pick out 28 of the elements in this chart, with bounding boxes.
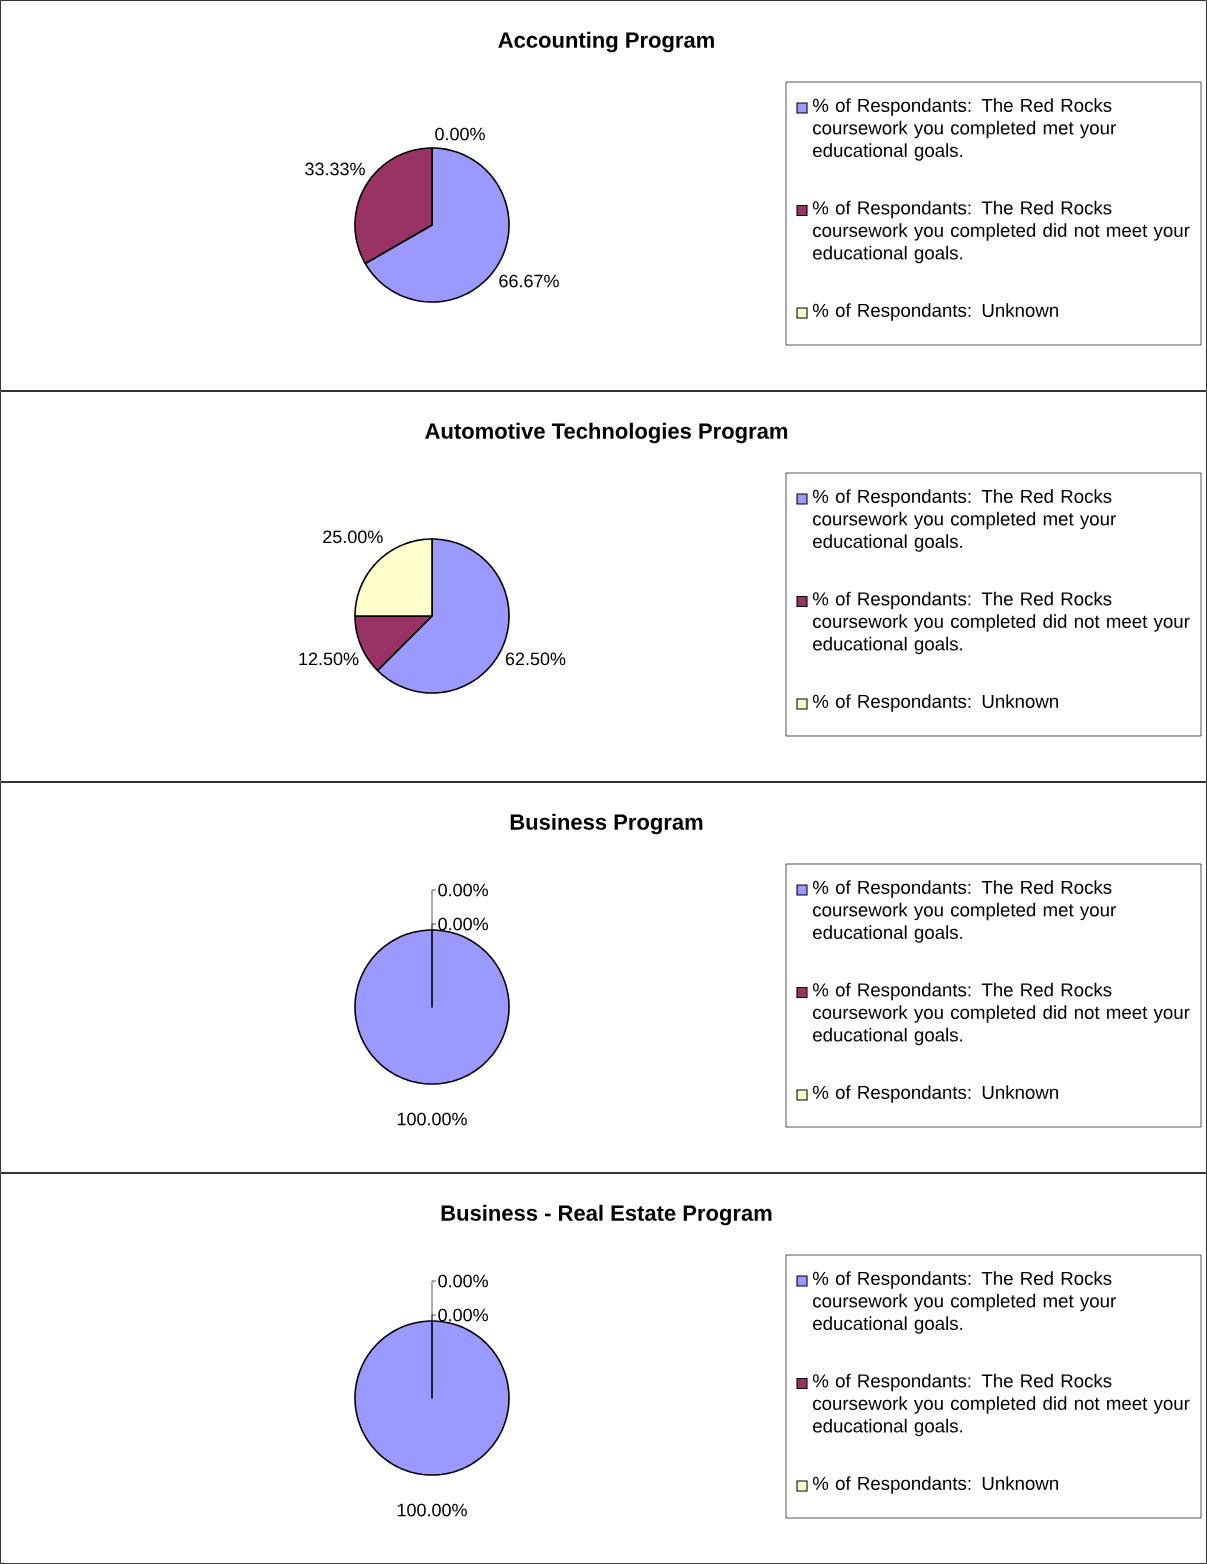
- text: 0.00%: [438, 917, 488, 931]
- legend-label: % of Respondants: The Red Rocks coursework you completed met your educational goals.: [812, 98, 1116, 161]
- legend-label: % of Respondants: The Red Rocks coursework you completed met your educational goals.: [812, 880, 1116, 943]
- legend-label: % of Respondants: The Red Rocks coursework you completed did not meet your educational goals.: [812, 200, 1190, 264]
- chart-title: Business - Real Estate Program: [441, 1204, 772, 1226]
- data-label: 25.00%: [323, 530, 383, 544]
- legend-label: % of Respondants: The Red Rocks coursework you completed met your educational goals.: [812, 489, 1116, 552]
- data-label: 12.50%: [299, 652, 359, 666]
- legend-label: % of Respondants: The Red Rocks coursework you completed did not meet your educational goals.: [812, 591, 1190, 655]
- chart-title: Automotive Technologies Program: [425, 422, 788, 444]
- legend-label: % of Respondants: Unknown: [812, 1085, 1058, 1103]
- data-label: 66.67%: [499, 274, 559, 288]
- data-label: 33.33%: [305, 162, 365, 176]
- text: 0.00%: [438, 1274, 488, 1288]
- legend-label: % of Respondants: The Red Rocks coursework you completed met your educational goals.: [812, 1271, 1116, 1334]
- chart-title: Accounting Program: [498, 31, 714, 53]
- legend-label: % of Respondants: The Red Rocks coursework you completed did not meet your educational goals.: [812, 982, 1190, 1046]
- data-label: 100.00%: [397, 1503, 467, 1517]
- text: 0.00%: [435, 127, 485, 141]
- text: 0.00%: [438, 1308, 488, 1322]
- data-label: 100.00%: [397, 1112, 467, 1126]
- legend-label: % of Respondants: Unknown: [812, 303, 1058, 321]
- text: 0.00%: [438, 883, 488, 897]
- data-label: 62.50%: [505, 652, 566, 666]
- legend-label: % of Respondants: Unknown: [812, 1476, 1058, 1494]
- legend-label: % of Respondants: The Red Rocks coursework you completed did not meet your educational goals.: [812, 1373, 1190, 1437]
- legend-label: % of Respondants: Unknown: [812, 694, 1058, 712]
- chart-title: Business Program: [510, 813, 703, 835]
